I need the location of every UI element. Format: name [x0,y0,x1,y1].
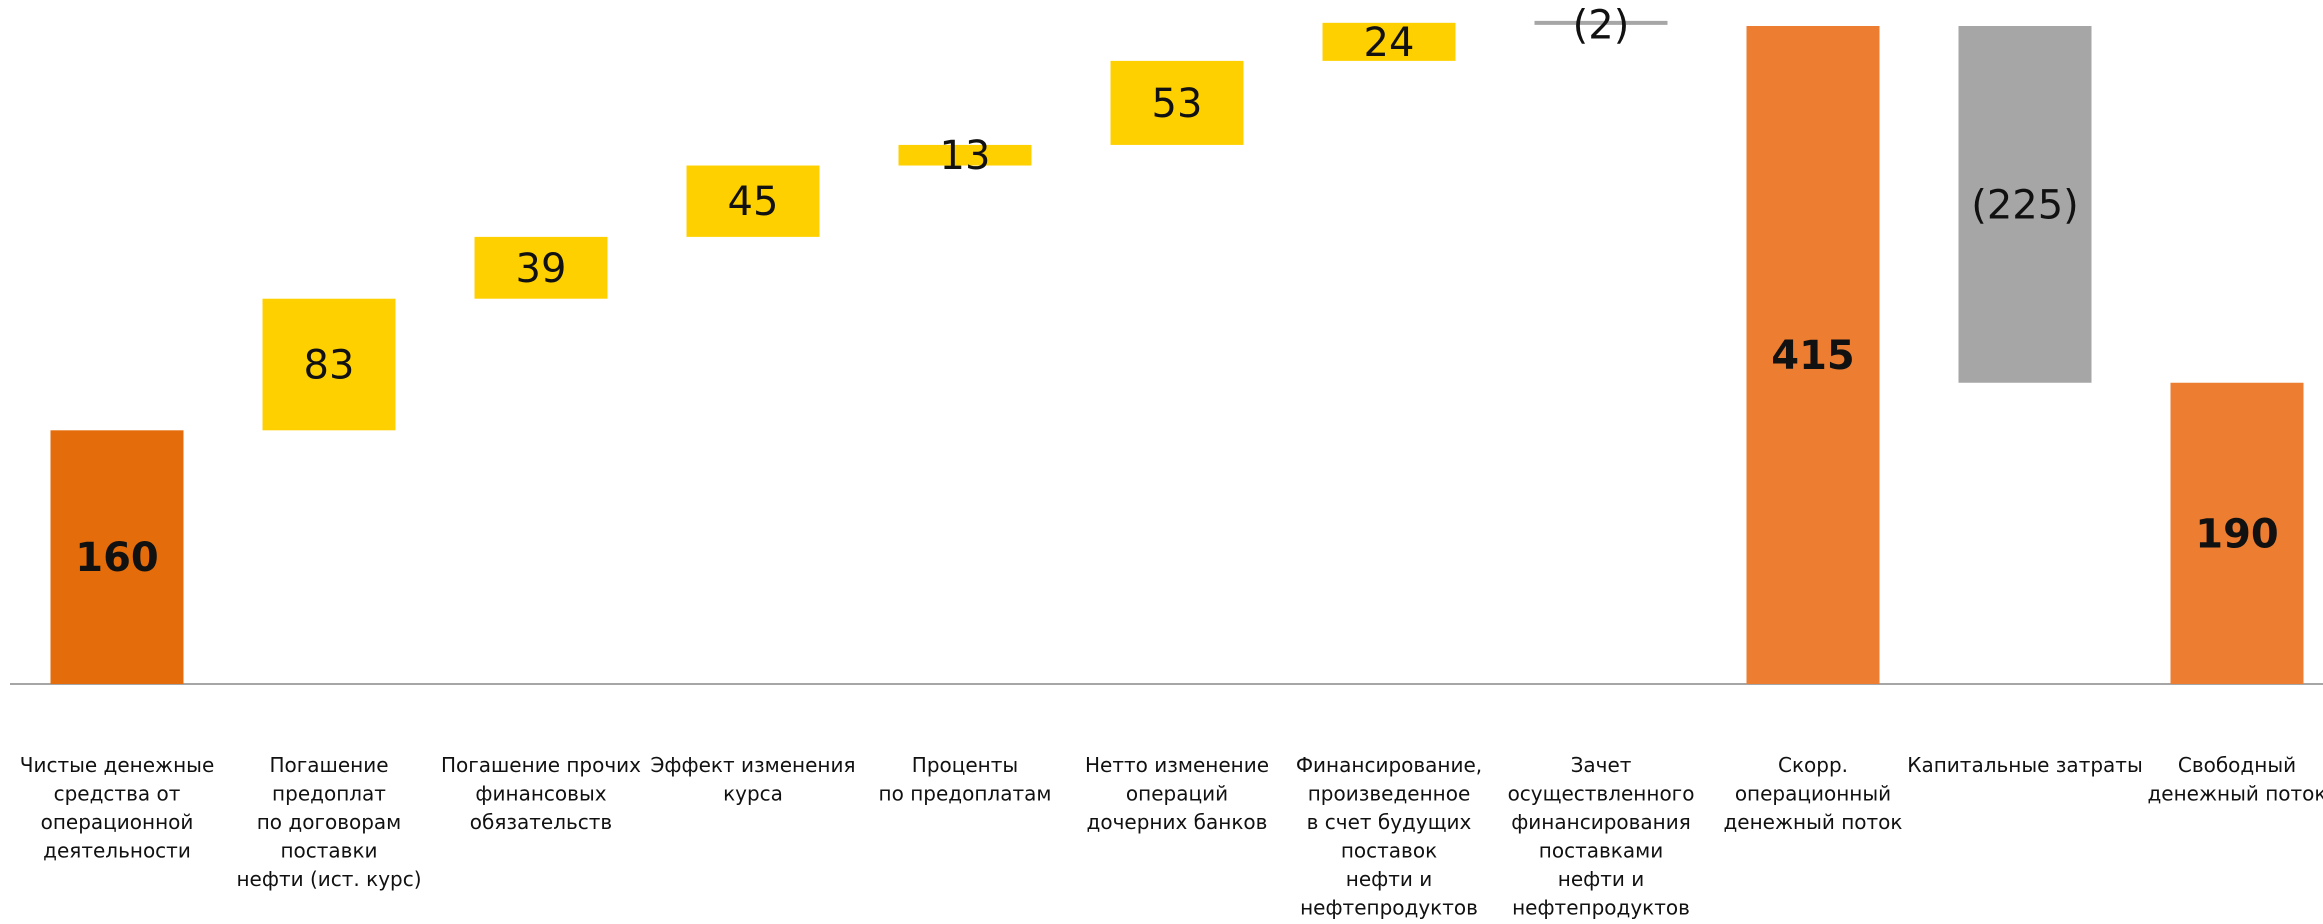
category-label-line: деятельности [43,839,191,863]
category-label-line: нефтепродуктов [1300,896,1478,920]
category-label-4: Проценты по предоплатам [879,753,1052,806]
category-label-line: нефти и [1558,867,1644,891]
bar-6 [1322,22,1456,61]
bar-5 [1110,60,1244,145]
data-label-9: (225) [1971,182,2079,228]
category-label-line: предоплат [272,782,386,806]
category-label-line: финансовых [475,782,606,806]
category-label-line: Скорр. [1778,753,1848,777]
category-label-line: финансирования [1511,810,1691,834]
category-label-line: Эффект изменения [650,753,855,777]
category-label-line: Зачет [1571,753,1632,777]
bar-2 [474,236,608,299]
category-label-line: Чистые денежные [20,753,215,777]
category-label-line: произведенное [1308,782,1471,806]
category-label-line: дочерних банков [1087,810,1268,834]
data-label-0: 160 [75,535,159,581]
category-label-line: Погашение [269,753,388,777]
category-label-7: Зачет осуществленного финансирования постав… [1508,753,1695,920]
data-label-10: 190 [2195,511,2279,557]
category-label-line: денежный поток [1723,810,1902,834]
bar-4 [898,144,1032,166]
bar-0 [50,430,184,684]
data-label-7: (2) [1573,2,1630,48]
category-label-line: Финансирование, [1296,753,1482,777]
category-label-6: Финансирование, произведенное в счет будущ… [1296,753,1482,920]
category-label-line: курса [723,782,783,806]
data-label-1: 83 [304,343,355,389]
category-label-line: осуществленного [1508,782,1695,806]
category-label-line: поставки [280,839,377,863]
category-label-line: операционный [1735,782,1891,806]
category-label-0: Чистые денежные средства от операционной де… [20,753,215,863]
category-label-line: обязательств [470,810,612,834]
category-label-8: Скорр. операционный денежный поток [1723,753,1902,834]
category-label-line: Проценты [912,753,1018,777]
category-label-line: Капитальные затраты [1907,753,2142,777]
category-label-line: Свободный [2178,753,2296,777]
category-label-line: нефти (ист. курс) [236,867,421,891]
data-label-8: 415 [1771,333,1855,379]
bar-3 [686,165,820,237]
category-label-line: поставок [1341,839,1437,863]
category-label-10: Свободный денежный поток [2147,753,2323,806]
category-label-line: нефтепродуктов [1512,896,1690,920]
category-label-line: операций [1126,782,1228,806]
bar-9 [1958,26,2092,383]
category-label-3: Эффект изменения курса [650,753,855,806]
data-label-2: 39 [516,246,567,292]
category-label-line: в счет будущих [1307,810,1472,834]
category-label-1: Погашение предоплат по договорам поставки не… [236,753,421,891]
category-label-9: Капитальные затраты [1907,753,2142,777]
bar-8 [1746,26,1880,684]
category-label-2: Погашение прочих финансовых обязательств [441,753,641,834]
category-label-line: нефти и [1346,867,1432,891]
data-label-3: 45 [728,179,779,225]
category-label-line: по договорам [257,810,402,834]
bar-10 [2170,382,2304,684]
category-label-line: денежный поток [2147,782,2323,806]
category-label-line: Нетто изменение [1085,753,1269,777]
bar-1 [262,298,396,431]
category-label-line: по предоплатам [879,782,1052,806]
data-label-4: 13 [940,133,991,179]
category-label-line: операционной [41,810,194,834]
data-label-6: 24 [1364,20,1415,66]
category-label-5: Нетто изменение операций дочерних банков [1085,753,1269,834]
category-label-line: поставками [1539,839,1663,863]
category-label-line: средства от [54,782,181,806]
category-label-line: Погашение прочих [441,753,641,777]
data-label-5: 53 [1152,81,1203,127]
